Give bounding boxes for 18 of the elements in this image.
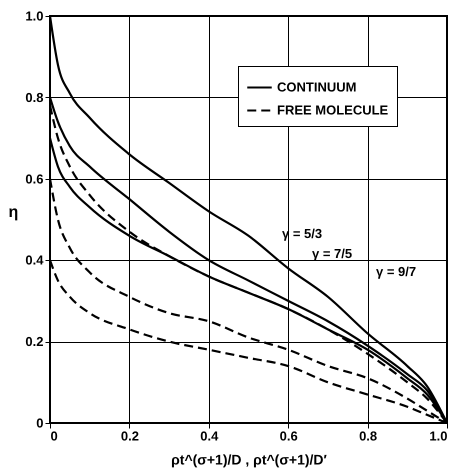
annotation: γ = 9/7 — [376, 264, 416, 279]
y-tick-label: 0.6 — [25, 171, 44, 186]
y-tick-label: 0.2 — [25, 334, 44, 350]
x-tick-label: 0.8 — [359, 428, 378, 444]
y-tick-label: 0.4 — [25, 252, 44, 268]
y-tick-label: 1.0 — [25, 8, 44, 24]
x-tick-label: 0.4 — [200, 428, 220, 444]
x-tick-label: 1.0 — [429, 428, 448, 444]
x-tick-label: 0.2 — [120, 428, 139, 444]
legend-label: FREE MOLECULE — [277, 102, 389, 118]
y-axis-title: η — [8, 204, 18, 221]
annotation: γ = 7/5 — [312, 246, 352, 261]
legend-label: CONTINUUM — [277, 80, 356, 94]
x-axis-title: ρt^(σ+1)/D , ρt^(σ+1)/D′ — [171, 452, 328, 468]
y-tick-label: 0 — [36, 416, 44, 430]
y-tick-label: 0.8 — [25, 90, 44, 105]
x-tick-label: 0.6 — [280, 428, 298, 444]
x-tick-label: 0 — [50, 428, 58, 444]
